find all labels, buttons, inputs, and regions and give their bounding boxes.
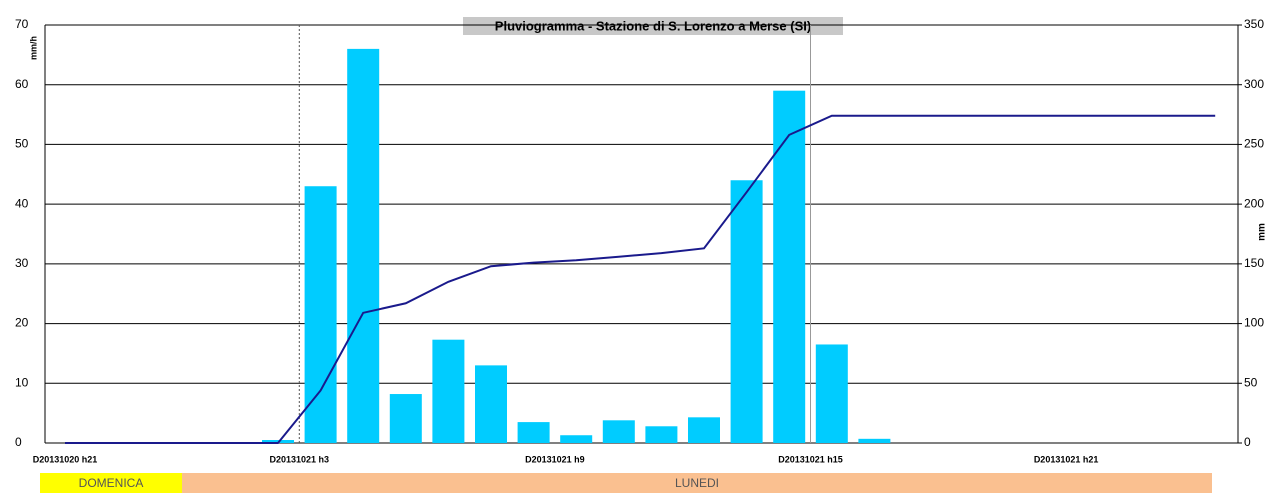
bar bbox=[602, 420, 635, 443]
y2-tick-label: 0 bbox=[1244, 435, 1251, 449]
title-bg bbox=[463, 17, 843, 35]
bar bbox=[389, 394, 422, 443]
chart-title: Pluviogramma - Stazione di S. Lorenzo a … bbox=[495, 18, 811, 33]
bar bbox=[475, 365, 507, 443]
bar bbox=[815, 344, 848, 443]
y2-axis-label: mm bbox=[1257, 223, 1268, 241]
bar bbox=[560, 435, 593, 443]
y-tick-label: 60 bbox=[15, 77, 29, 91]
y-tick-label: 50 bbox=[15, 137, 29, 151]
bar bbox=[304, 186, 337, 443]
y-axis-label: mm/h bbox=[28, 36, 38, 60]
y2-tick-label: 300 bbox=[1244, 77, 1264, 91]
y-tick-label: 30 bbox=[15, 256, 29, 270]
day-label: DOMENICA bbox=[79, 476, 144, 490]
x-tick-label: D20131021 h15 bbox=[778, 454, 843, 464]
day-band bbox=[182, 473, 1212, 493]
y-tick-label: 40 bbox=[15, 196, 29, 210]
y2-tick-label: 100 bbox=[1244, 316, 1264, 330]
y-tick-label: 0 bbox=[15, 435, 22, 449]
x-tick-label: D20131021 h21 bbox=[1034, 454, 1099, 464]
y-tick-label: 10 bbox=[15, 375, 29, 389]
y-tick-label: 20 bbox=[15, 316, 29, 330]
y2-tick-label: 50 bbox=[1244, 375, 1258, 389]
day-band bbox=[40, 473, 182, 493]
bar bbox=[645, 426, 678, 443]
bar bbox=[432, 339, 465, 443]
y2-tick-label: 200 bbox=[1244, 196, 1264, 210]
y2-tick-label: 350 bbox=[1244, 17, 1264, 31]
bar bbox=[688, 417, 720, 443]
line bbox=[65, 114, 1216, 444]
x-tick-label: D20131020 h21 bbox=[33, 454, 98, 464]
bar bbox=[858, 438, 891, 443]
day-label: LUNEDI bbox=[675, 476, 719, 490]
y2-tick-label: 250 bbox=[1244, 137, 1264, 151]
y2-tick-label: 150 bbox=[1244, 256, 1264, 270]
bar bbox=[773, 90, 806, 443]
x-tick-label: D20131021 h3 bbox=[270, 454, 330, 464]
bar bbox=[347, 48, 380, 444]
bar bbox=[730, 180, 763, 443]
y-tick-label: 70 bbox=[15, 17, 29, 31]
bar bbox=[517, 422, 550, 443]
x-tick-label: D20131021 h9 bbox=[525, 454, 585, 464]
